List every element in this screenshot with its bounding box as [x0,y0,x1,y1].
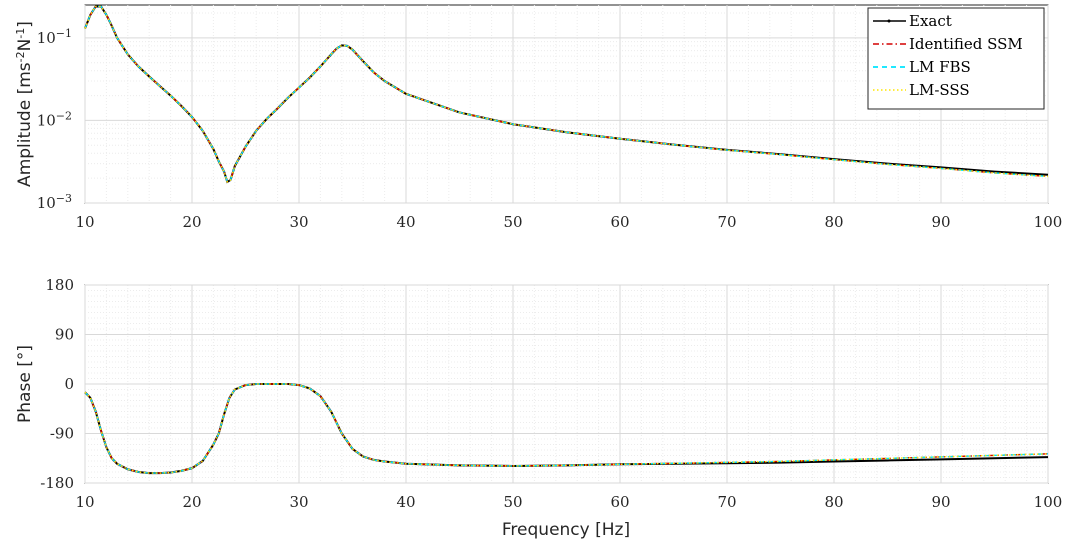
y-tick-label: -90 [50,425,74,443]
phase-y-tick-labels: 180 90 0 -90 -180 [40,276,74,492]
series-line-lm-fbs [84,5,1049,183]
phase-panel: 10 20 30 40 50 60 70 80 90 100 180 90 0 -90 -180 Phas… [15,276,1062,540]
amplitude-y-tick-labels: 10−3 10−2 10−1 [37,26,72,212]
phase-grid [84,284,1049,484]
x-tick-label: 10 [75,493,94,511]
amplitude-y-axis-label: Amplitude [ms-2N-1] [14,21,36,187]
x-tick-label: 10 [75,213,94,231]
phase-x-tick-labels: 10 20 30 40 50 60 70 80 90 100 [75,493,1062,511]
legend-label: LM FBS [909,58,971,76]
y-tick-label: 10−3 [37,192,72,213]
legend-label: Exact [909,12,952,30]
y-tick-label: 10−1 [37,26,72,47]
legend-box [867,7,1045,110]
amplitude-x-tick-labels: 10 20 30 40 50 60 70 80 90 100 [75,213,1062,231]
y-tick-label: 90 [55,326,74,344]
x-tick-label: 100 [1034,493,1063,511]
x-tick-label: 20 [182,213,201,231]
legend-marker [887,19,891,23]
y-tick-label: -180 [40,474,74,492]
x-axis-label: Frequency [Hz] [502,520,630,540]
x-tick-label: 40 [396,213,415,231]
x-tick-label: 80 [824,493,843,511]
x-tick-label: 50 [503,213,522,231]
x-tick-label: 80 [824,213,843,231]
legend-label: Identified SSM [909,35,1023,53]
x-tick-label: 90 [931,493,950,511]
x-tick-label: 100 [1034,213,1063,231]
y-tick-label: 10−2 [37,109,72,130]
x-tick-label: 70 [717,493,736,511]
legend-label: LM-SSS [909,81,970,99]
phase-y-axis-label: Phase [°] [15,345,35,423]
x-tick-label: 30 [289,213,308,231]
x-tick-label: 50 [503,493,522,511]
y-tick-label: 0 [64,375,74,393]
x-tick-label: 90 [931,213,950,231]
phase-series [84,383,1049,475]
amplitude-panel: 10 20 30 40 50 60 70 80 90 100 10−3 10−2 10−1 Ampli… [14,4,1062,231]
legend: Exact Identified SSM LM FBS LM-SSS [867,7,1045,110]
x-tick-label: 60 [610,493,629,511]
series-line-lm-sss [84,383,1049,474]
x-tick-label: 30 [289,493,308,511]
x-tick-label: 20 [182,493,201,511]
amplitude-series [84,5,1049,184]
x-tick-label: 40 [396,493,415,511]
x-tick-label: 70 [717,213,736,231]
x-tick-label: 60 [610,213,629,231]
y-tick-label: 180 [45,276,74,294]
